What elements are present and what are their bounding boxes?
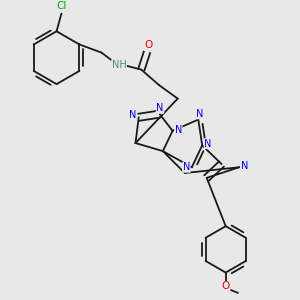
- Text: N: N: [196, 109, 204, 119]
- Text: O: O: [144, 40, 152, 50]
- Text: N: N: [175, 125, 182, 135]
- Text: O: O: [222, 281, 230, 291]
- Text: N: N: [204, 139, 212, 149]
- Text: NH: NH: [112, 60, 127, 70]
- Text: Cl: Cl: [57, 2, 67, 11]
- Text: N: N: [156, 103, 164, 113]
- Text: N: N: [183, 162, 190, 172]
- Text: N: N: [129, 110, 136, 120]
- Text: N: N: [241, 160, 249, 171]
